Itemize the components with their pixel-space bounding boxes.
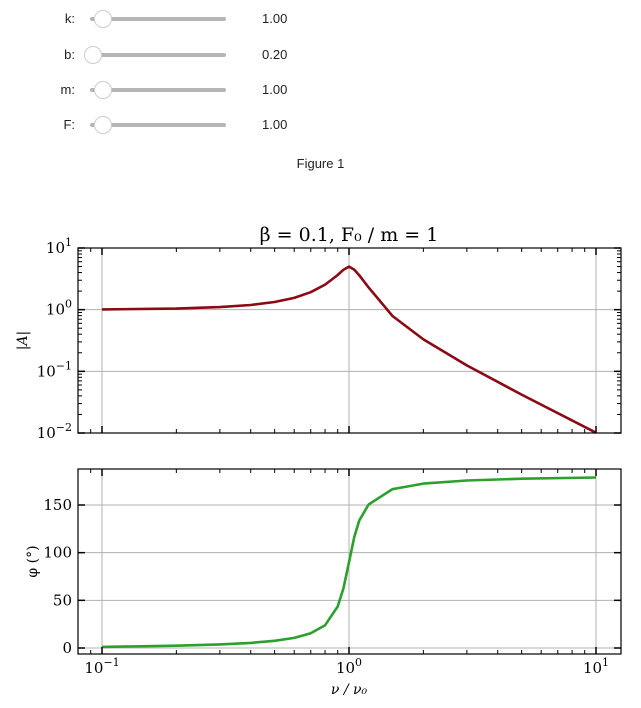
figure-suptitle: β = 0.1, F₀ / m = 1 xyxy=(260,224,439,246)
slider-thumb-k[interactable] xyxy=(94,10,112,28)
tick-label: 10−1 xyxy=(37,359,72,380)
tick-label: 100 xyxy=(43,544,72,562)
slider-label-b: b: xyxy=(64,47,75,62)
slider-label-F: F: xyxy=(63,117,75,132)
slider-row-b: b: 0.20 xyxy=(0,43,320,67)
x-axis-label: ν / ν₀ xyxy=(331,682,368,698)
phase-curve xyxy=(101,476,597,649)
slider-thumb-F[interactable] xyxy=(94,116,112,134)
tick-label: 101 xyxy=(46,236,72,257)
tick-label: 0 xyxy=(62,639,72,657)
y-axis-label-phase: φ (°) xyxy=(25,545,41,577)
tick-label: 150 xyxy=(43,496,72,514)
slider-thumb-b[interactable] xyxy=(84,46,102,64)
suptitle-text: β = 0.1, F₀ / m = 1 xyxy=(260,224,439,246)
tick-label: 101 xyxy=(583,656,609,677)
slider-thumb-m[interactable] xyxy=(94,81,112,99)
amplitude-axes: 10−2 10−1 100 101 |A| xyxy=(15,236,622,442)
slider-k[interactable] xyxy=(90,10,226,28)
slider-value-k: 1.00 xyxy=(262,11,288,26)
slider-row-k: k: 1.00 xyxy=(0,7,320,31)
amplitude-curve xyxy=(101,265,597,434)
phase-axes: 10−1 100 101 0 50 100 150 φ (°) ν / ν₀ xyxy=(25,468,622,698)
tick-label: 10−1 xyxy=(84,656,119,677)
slider-value-b: 0.20 xyxy=(262,47,288,62)
slider-label-m: m: xyxy=(60,82,75,97)
slider-b[interactable] xyxy=(84,46,226,64)
slider-m[interactable] xyxy=(90,81,226,99)
slider-F[interactable] xyxy=(90,116,226,134)
tick-label: 10−2 xyxy=(37,421,72,442)
slider-label-k: k: xyxy=(64,11,75,26)
y-axis-label-amplitude: |A| xyxy=(15,331,31,351)
slider-value-F: 1.00 xyxy=(262,117,288,132)
slider-value-m: 1.00 xyxy=(262,82,288,97)
slider-row-F: F: 1.00 xyxy=(0,113,320,137)
figure-title: Figure 1 xyxy=(296,156,345,171)
tick-label: 50 xyxy=(53,591,72,609)
tick-label: 100 xyxy=(46,298,72,319)
slider-row-m: m: 1.00 xyxy=(0,78,320,102)
tick-label: 100 xyxy=(336,656,362,677)
